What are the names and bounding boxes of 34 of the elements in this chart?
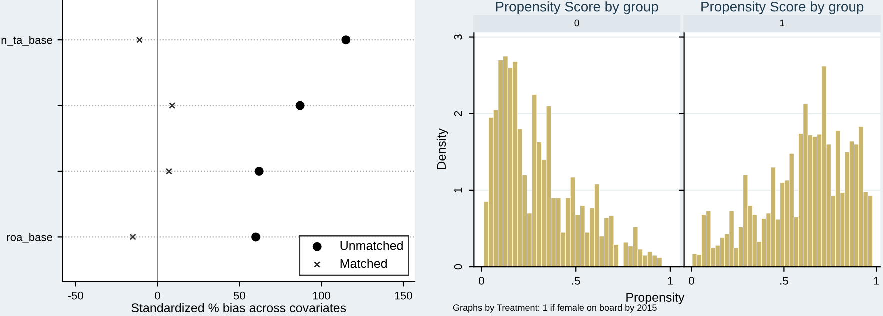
point	[169, 102, 176, 110]
x-tick-label: .5	[572, 277, 580, 285]
x-tick-label: 50	[234, 292, 246, 300]
y-tick-label: 0	[454, 264, 462, 270]
chart-title: Propensity Score by group	[496, 2, 658, 15]
point	[136, 36, 144, 44]
chart-subtitle: 1	[780, 20, 785, 27]
point	[254, 166, 264, 176]
x-tick-label: 0	[689, 277, 694, 285]
legend-label: Unmatched	[340, 241, 403, 250]
x-tick-label: 0	[155, 292, 160, 300]
y-tick-label: roa_base	[7, 233, 52, 244]
x-tick-label: .5	[780, 277, 788, 285]
x-tick-label: 1	[668, 277, 674, 285]
point	[342, 36, 351, 45]
point	[252, 232, 261, 242]
legend-label: Matched	[340, 258, 387, 268]
y-tick-label: 3	[454, 34, 462, 40]
x-tick-label: 1	[874, 277, 880, 285]
y-tick-label: 1	[454, 188, 462, 193]
x-tick-label: -50	[68, 292, 84, 300]
chart-title: Propensity Score by group	[702, 2, 864, 15]
y-axis-title: Density	[436, 128, 449, 170]
text: Graphs by Treatment: 1 if female on board by 2015	[453, 304, 657, 313]
point	[296, 101, 305, 110]
chart-subtitle: 0	[574, 20, 580, 27]
x-tick-label: 0	[479, 277, 484, 285]
x-axis-title: Propensity	[626, 292, 685, 304]
point	[166, 168, 172, 175]
y-tick-label: 2	[454, 111, 462, 116]
x-axis-title: Standardized % bias across covariates	[132, 303, 346, 313]
x-tick-label: 150	[395, 292, 412, 300]
x-tick-label: 100	[313, 292, 330, 300]
point	[130, 234, 136, 240]
